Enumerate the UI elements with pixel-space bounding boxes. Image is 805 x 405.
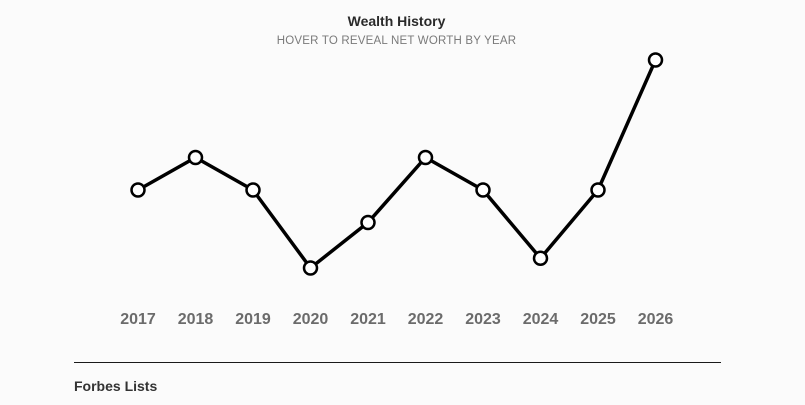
- chart-subtitle: HOVER TO REVEAL NET WORTH BY YEAR: [276, 35, 517, 47]
- x-tick-label-2025: 2025: [580, 311, 616, 328]
- data-point-2024[interactable]: [532, 250, 549, 266]
- x-tick-label-2020: 2020: [293, 311, 329, 328]
- series-line: [136, 58, 658, 270]
- data-point-2019[interactable]: [245, 182, 261, 198]
- x-tick-label-2024: 2024: [523, 311, 559, 328]
- x-tick-label-2023: 2023: [465, 311, 501, 328]
- data-point-2022[interactable]: [417, 149, 434, 166]
- x-tick-label-2021: 2021: [350, 311, 386, 328]
- data-point-2020[interactable]: [302, 260, 319, 276]
- data-point-2021[interactable]: [360, 214, 376, 231]
- data-point-2023[interactable]: [475, 182, 491, 198]
- data-point-2017[interactable]: [130, 182, 146, 198]
- data-point-2026[interactable]: [647, 52, 664, 68]
- section-divider: [74, 362, 721, 363]
- x-tick-label-2018: 2018: [178, 311, 214, 328]
- forbes-lists-heading: Forbes Lists: [74, 378, 158, 394]
- x-tick-label-2026: 2026: [638, 311, 674, 328]
- x-tick-label-2022: 2022: [408, 311, 444, 328]
- x-tick-label-2019: 2019: [235, 311, 271, 328]
- wealth-history-chart[interactable]: 2017 2018 2019 2020 2021 2022 2023 2024 2025 2026: [0, 0, 805, 340]
- chart-title: Wealth History: [347, 13, 446, 29]
- data-point-2025[interactable]: [590, 182, 606, 198]
- x-tick-label-2017: 2017: [120, 311, 156, 328]
- data-point-2018[interactable]: [187, 149, 204, 166]
